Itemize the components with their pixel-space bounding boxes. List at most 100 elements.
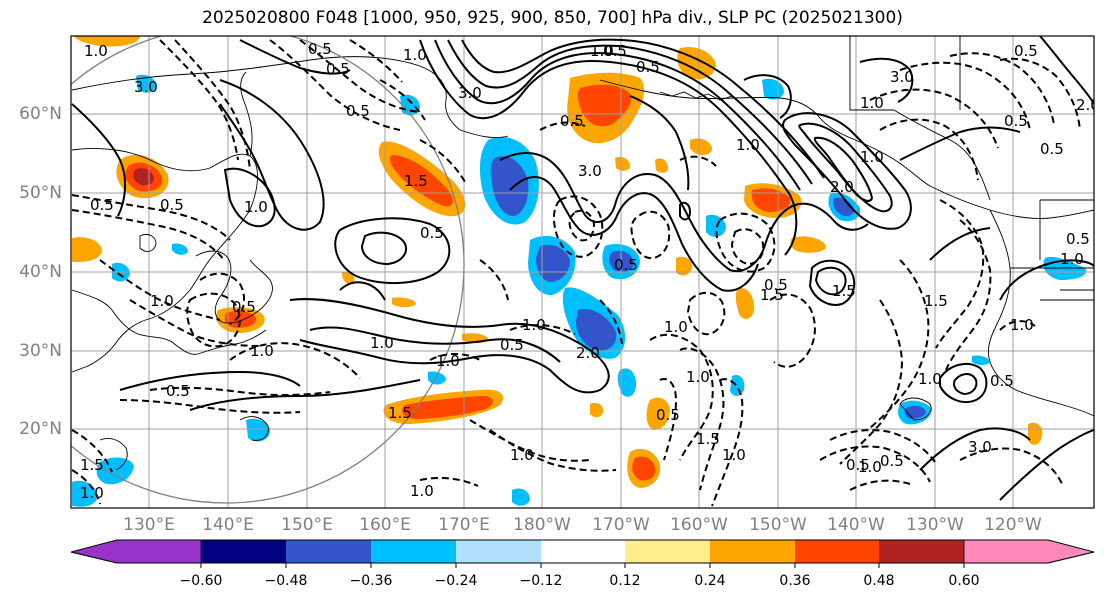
contour-label: 3.0 <box>890 68 914 86</box>
contour-label: 1.0 <box>522 316 546 334</box>
colorbar <box>70 539 1095 568</box>
contour-label: 1.0 <box>84 42 108 60</box>
colorbar-tick-label: 0.48 <box>863 573 895 589</box>
contour-label: 0.5 <box>326 60 350 78</box>
contour-label: 1.0 <box>590 42 614 60</box>
colorbar-segment <box>371 540 456 563</box>
contour-label: 1.0 <box>1060 250 1084 268</box>
lon-label: 140°E <box>202 515 254 535</box>
colorbar-segment <box>541 540 625 563</box>
contour-label: 0.5 <box>346 102 370 120</box>
colorbar-segment <box>879 540 964 563</box>
contour-label: 0.5 <box>308 40 332 58</box>
contour-label: 1.5 <box>760 286 784 304</box>
contour-label: 1.0 <box>244 198 268 216</box>
lon-label: 180°W <box>513 515 571 535</box>
contour-label: 2.0 <box>830 178 854 196</box>
contour-label: 0.5 <box>166 382 190 400</box>
dashed-contours <box>71 39 1081 507</box>
contour-label: 0.5 <box>846 456 870 474</box>
colorbar-segment <box>286 540 371 563</box>
contour-labels: 1.0 0.5 0.5 0.5 1.0 1.0 0.5 3.0 3.0 2.0 … <box>80 40 1100 502</box>
contour-label: 3.0 <box>578 162 602 180</box>
contour-label: 1.0 <box>403 46 427 64</box>
contour-label: 0.5 <box>603 42 627 60</box>
lat-label: 60°N <box>19 104 62 124</box>
lon-label: 150°W <box>749 515 807 535</box>
lon-label: 140°W <box>827 515 885 535</box>
contour-label: 1.0 <box>918 370 942 388</box>
contour-label: 1.5 <box>404 172 428 190</box>
contour-label: 0.5 <box>1014 42 1038 60</box>
contour-label: 1.5 <box>696 430 720 448</box>
contour-label: 1.0 <box>686 368 710 386</box>
contour-label: 0.5 <box>656 406 680 424</box>
colorbar-segment <box>710 540 795 563</box>
colorbar-tick-label: 0.12 <box>609 573 641 589</box>
contour-label: 3.0 <box>134 78 158 96</box>
contour-label: 1.5 <box>80 456 104 474</box>
contour-label: 2.0 <box>576 344 600 362</box>
colorbar-outline <box>70 539 1095 564</box>
colorbar-tick-label: 0.36 <box>779 573 811 589</box>
colorbar-tick-label: −0.36 <box>349 573 393 589</box>
contour-label: 0.5 <box>1040 140 1064 158</box>
contour-label: 1.0 <box>150 292 174 310</box>
contour-label: 1.0 <box>860 148 884 166</box>
contour-label: 0.5 <box>636 58 660 76</box>
colorbar-segment <box>456 540 541 563</box>
lon-label: 170°E <box>438 515 490 535</box>
colorbar-tick-label: −0.12 <box>519 573 563 589</box>
lon-label: 170°W <box>592 515 650 535</box>
contour-label: 2.0 <box>1076 96 1100 114</box>
lon-label: 130°E <box>123 515 175 535</box>
lon-label: 130°W <box>906 515 964 535</box>
contour-label: 0.5 <box>420 224 444 242</box>
colorbar-segment <box>963 539 1095 564</box>
colorbar-tick-label: −0.60 <box>179 573 223 589</box>
contour-label: 1.5 <box>388 404 412 422</box>
lat-label: 40°N <box>19 262 62 282</box>
contour-label: 0.5 <box>880 452 904 470</box>
colorbar-tick-label: −0.48 <box>264 573 308 589</box>
contour-label: 1.0 <box>736 136 760 154</box>
contour-label: 0.5 <box>560 112 584 130</box>
contour-label: 0.5 <box>614 256 638 274</box>
contour-label: 3.0 <box>458 84 482 102</box>
colorbar-segment <box>625 540 710 563</box>
contour-label: 1.0 <box>858 458 882 476</box>
map-frame <box>70 35 1095 509</box>
map-content: 1.0 0.5 0.5 0.5 1.0 1.0 0.5 3.0 3.0 2.0 … <box>71 36 1100 508</box>
contour-label: 1.0 <box>510 446 534 464</box>
contour-label: 1.0 <box>80 484 104 502</box>
contour-label: 1.0 <box>860 94 884 112</box>
lon-label: 120°W <box>984 515 1042 535</box>
contour-label: 3.0 <box>968 438 992 456</box>
contour-label: 1.0 <box>250 342 274 360</box>
colorbar-segment <box>70 539 202 564</box>
colorbar-segment <box>201 540 286 563</box>
reference-circle <box>71 36 465 504</box>
solid-contours <box>71 36 1094 501</box>
colorbar-tick-label: 0.24 <box>694 573 726 589</box>
contour-label: 0.5 <box>1066 230 1090 248</box>
lat-label: 30°N <box>19 341 62 361</box>
contour-label: 0.5 <box>990 372 1014 390</box>
lon-label: 150°E <box>281 515 333 535</box>
contour-label: 0.5 <box>1004 112 1028 130</box>
contour-label: 0.5 <box>764 276 788 294</box>
contour-label: 1.0 <box>664 318 688 336</box>
contour-label: 1.5 <box>832 282 856 300</box>
contour-label: 0.5 <box>232 298 256 316</box>
contour-label: 0.5 <box>90 196 114 214</box>
colorbar-tick-label: −0.24 <box>434 573 478 589</box>
lon-label: 160°W <box>670 515 728 535</box>
contour-label: 1.0 <box>410 482 434 500</box>
contour-label: 1.5 <box>924 292 948 310</box>
contour-label: 1.0 <box>370 334 394 352</box>
contour-label: 1.0 <box>722 446 746 464</box>
negative-divergence-shading <box>72 74 1087 507</box>
contour-label: 1.0 <box>1010 316 1034 334</box>
